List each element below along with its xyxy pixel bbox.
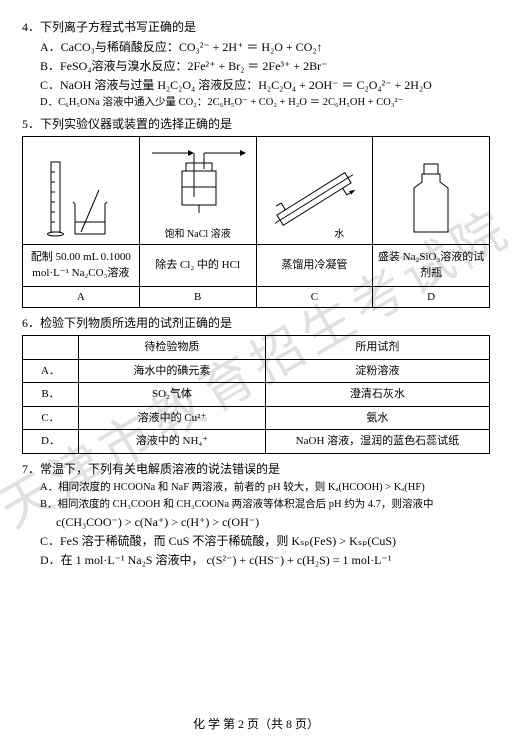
q5-label-a: A (23, 286, 140, 308)
q4-opt-c: C．NaOH 溶液与过量 H₂C₂O₄ 溶液反应：H₂C₂O₄ + 2OH⁻ ＝… (40, 76, 490, 94)
q7-opt-d: D．在 1 mol·L⁻¹ Na₂S 溶液中， c(S²⁻) + c(HS⁻) … (40, 551, 490, 569)
question-4: 4．下列离子方程式书写正确的是 A．CaCO₃与稀硝酸反应：CO₃²⁻ + 2H… (22, 18, 490, 111)
q6-h0 (23, 336, 79, 360)
reagent-bottle-icon (386, 154, 476, 242)
q5-label-d: D (373, 286, 490, 308)
table-row: B．SO₂气体澄清石灰水 (23, 383, 490, 407)
q5-stem: 5．下列实验仪器或装置的选择正确的是 (22, 115, 490, 133)
cylinder-beaker-icon (33, 154, 128, 242)
q7-opt-b1: B．相同浓度的 CH₃COOH 和 CH₃COONa 两溶液等体积混合后 pH … (40, 497, 490, 513)
question-6: 6．检验下列物质所选用的试剂正确的是 待检验物质所用试剂 A．海水中的碘元素淀粉… (22, 314, 490, 454)
q4-stem: 4．下列离子方程式书写正确的是 (22, 18, 490, 36)
page-footer: 化 学 第 2 页（共 8 页） (0, 715, 512, 733)
q5-table: 饱和 NaCl 溶液 水 (22, 136, 490, 309)
q6-table: 待检验物质所用试剂 A．海水中的碘元素淀粉溶液 B．SO₂气体澄清石灰水 C．溶… (22, 335, 490, 454)
question-5: 5．下列实验仪器或装置的选择正确的是 (22, 115, 490, 309)
q7-opt-a: A．相同浓度的 HCOONa 和 NaF 两溶液，前者的 pH 较大，则 Kₐ(… (40, 480, 490, 496)
q5-cell-c: 蒸馏用冷凝管 (256, 244, 373, 286)
question-7: 7．常温下，下列有关电解质溶液的说法错误的是 A．相同浓度的 HCOONa 和 … (22, 460, 490, 570)
q5-caption-c: 水 (257, 227, 373, 242)
q6-h1: 待检验物质 (79, 336, 266, 360)
q7-opt-b2: c(CH₃COO⁻) > c(Na⁺) > c(H⁺) > c(OH⁻) (40, 513, 490, 531)
q6-stem: 6．检验下列物质所选用的试剂正确的是 (22, 314, 490, 332)
table-row: D．溶液中的 NH₄⁺NaOH 溶液，湿润的蓝色石蕊试纸 (23, 430, 490, 454)
q5-cell-d: 盛装 Na₂SiO₃溶液的试剂瓶 (373, 244, 490, 286)
q6-h2: 所用试剂 (265, 336, 489, 360)
q5-label-c: C (256, 286, 373, 308)
q5-fig-d (373, 136, 490, 244)
q7-stem: 7．常温下，下列有关电解质溶液的说法错误的是 (22, 460, 490, 478)
q5-fig-a (23, 136, 140, 244)
q5-label-b: B (139, 286, 256, 308)
q5-caption-b: 饱和 NaCl 溶液 (140, 227, 256, 242)
gas-washing-icon (144, 139, 252, 227)
q4-opt-b: B．FeSO₄溶液与溴水反应：2Fe²⁺ + Br₂ ＝ 2Fe³⁺ + 2Br… (40, 57, 490, 75)
q5-fig-c: 水 (256, 136, 373, 244)
q4-opt-a: A．CaCO₃与稀硝酸反应：CO₃²⁻ + 2H⁺ ＝ H₂O + CO₂↑ (40, 38, 490, 56)
q7-opt-c: C．FeS 溶于稀硫酸，而 CuS 不溶于稀硫酸，则 Kₛₚ(FeS) > Kₛ… (40, 532, 490, 550)
q5-cell-b: 除去 Cl₂ 中的 HCl (139, 244, 256, 286)
q5-cell-a: 配制 50.00 mL 0.1000 mol·L⁻¹ Na₂CO₃溶液 (23, 244, 140, 286)
q5-fig-b: 饱和 NaCl 溶液 (139, 136, 256, 244)
table-row: A．海水中的碘元素淀粉溶液 (23, 359, 490, 383)
table-row: C．溶液中的 Cu²⁺氨水 (23, 406, 490, 430)
q4-opt-d: D．C₆H₅ONa 溶液中通入少量 CO₂：2C₆H₅O⁻ + CO₂ + H₂… (40, 95, 490, 111)
